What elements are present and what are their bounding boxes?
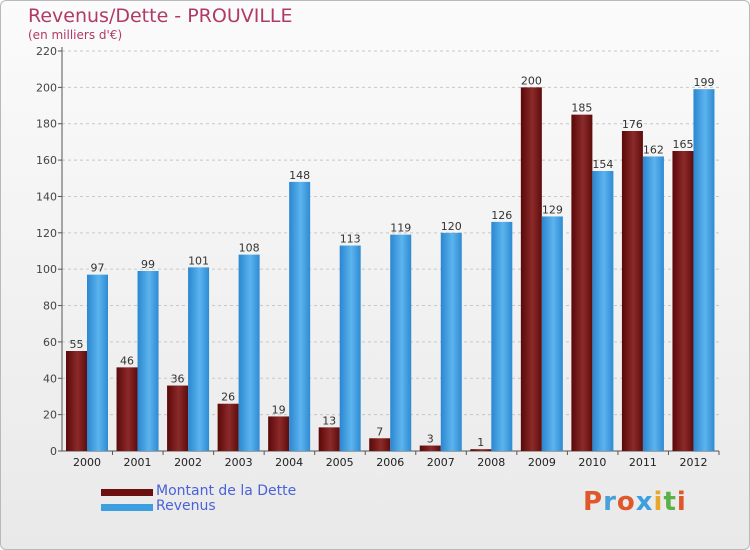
bars (66, 87, 715, 452)
value-label-dette: 7 (376, 425, 383, 438)
proxiti-logo: Proxiti (583, 487, 687, 517)
bar-dette-2008 (470, 449, 492, 451)
bar-dette-2005 (318, 427, 340, 451)
bar-dette-2006 (369, 438, 391, 451)
bar-revenus-2006 (390, 234, 412, 451)
value-label-dette: 3 (427, 433, 434, 446)
bar-revenus-2010 (592, 171, 614, 451)
bar-revenus-2009 (541, 216, 563, 451)
logo-letter: r (603, 487, 617, 517)
y-tick-label: 180 (36, 118, 57, 131)
chart-subtitle: (en milliers d'€) (28, 28, 123, 42)
bar-dette-2007 (419, 445, 441, 451)
x-tick-label: 2003 (225, 456, 253, 469)
y-tick-label: 60 (43, 336, 57, 349)
y-tick-label: 160 (36, 154, 57, 167)
bar-revenus-2005 (339, 245, 361, 451)
logo-letter: P (583, 487, 604, 517)
value-label-dette: 13 (322, 414, 336, 427)
y-tick-label: 220 (36, 45, 57, 58)
y-tick-label: 40 (43, 372, 57, 385)
x-tick-label: 2006 (376, 456, 404, 469)
bar-revenus-2003 (238, 254, 260, 451)
y-tick-label: 140 (36, 190, 57, 203)
chart-title: Revenus/Dette - PROUVILLE (28, 5, 293, 27)
value-label-dette: 176 (622, 118, 643, 131)
value-label-revenus: 113 (340, 233, 361, 246)
value-label-dette: 185 (571, 102, 592, 115)
value-label-dette: 36 (171, 373, 185, 386)
y-tick-label: 120 (36, 227, 57, 240)
value-label-revenus: 101 (188, 254, 209, 267)
bar-dette-2002 (167, 385, 189, 451)
legend-swatch-revenus (101, 504, 153, 511)
value-label-dette: 165 (672, 138, 693, 151)
bar-revenus-2004 (289, 181, 311, 451)
bar-dette-2004 (268, 416, 290, 451)
bar-dette-2012 (672, 151, 694, 451)
bar-revenus-2000 (87, 274, 108, 451)
x-tick-label: 2007 (427, 456, 455, 469)
value-label-revenus: 120 (441, 220, 462, 233)
value-label-revenus: 97 (91, 262, 105, 275)
value-label-dette: 55 (70, 338, 84, 351)
x-tick-label: 2001 (124, 456, 152, 469)
legend-label-revenus: Revenus (156, 498, 216, 514)
bar-revenus-2002 (188, 267, 210, 451)
x-tick-label: 2004 (275, 456, 303, 469)
y-tick-label: 100 (36, 263, 57, 276)
value-label-dette: 1 (477, 436, 484, 449)
value-label-revenus: 154 (592, 158, 613, 171)
value-label-dette: 200 (521, 74, 542, 87)
x-tick-label: 2010 (578, 456, 606, 469)
value-label-revenus: 99 (141, 258, 155, 271)
bar-revenus-2012 (693, 89, 715, 451)
value-label-revenus: 108 (239, 242, 260, 255)
x-tick-label: 2009 (528, 456, 556, 469)
value-label-revenus: 148 (289, 169, 310, 182)
x-tick-label: 2012 (679, 456, 707, 469)
legend-swatch-dette (101, 489, 153, 496)
bar-revenus-2008 (491, 221, 513, 451)
logo-letter: i (653, 487, 664, 517)
bar-dette-2009 (520, 87, 542, 451)
y-tick-label: 200 (36, 81, 57, 94)
bar-revenus-2001 (137, 271, 159, 451)
x-tick-label: 2005 (326, 456, 354, 469)
logo-letter: x (635, 487, 654, 517)
bar-revenus-2011 (642, 156, 664, 452)
x-tick-label: 2008 (477, 456, 505, 469)
x-tick-label: 2002 (174, 456, 202, 469)
x-tick-label: 2011 (629, 456, 657, 469)
bar-dette-2010 (571, 114, 593, 452)
logo-letter: i (676, 487, 687, 517)
logo-letter: t (663, 487, 677, 517)
value-label-dette: 19 (272, 403, 286, 416)
value-label-revenus: 129 (542, 203, 563, 216)
bar-dette-2001 (116, 367, 138, 451)
value-label-revenus: 119 (390, 222, 411, 235)
value-label-dette: 26 (221, 391, 235, 404)
value-label-revenus: 162 (643, 143, 664, 156)
bar-dette-2003 (217, 403, 239, 451)
labels: 0 20 40 60 80 100 120 140 160 180 200 220 2000 55 97 20… (36, 45, 714, 469)
value-label-revenus: 126 (491, 209, 512, 222)
x-tick-label: 2000 (73, 456, 101, 469)
bar-revenus-2007 (440, 232, 462, 451)
logo-letter: o (616, 487, 636, 517)
y-tick-label: 20 (43, 409, 57, 422)
bar-dette-2000 (66, 351, 87, 451)
legend-label-dette: Montant de la Dette (156, 483, 297, 499)
value-label-revenus: 199 (693, 76, 714, 89)
y-tick-label: 80 (43, 300, 57, 313)
bar-dette-2011 (621, 131, 643, 451)
y-tick-label: 0 (50, 445, 57, 458)
value-label-dette: 46 (120, 354, 134, 367)
